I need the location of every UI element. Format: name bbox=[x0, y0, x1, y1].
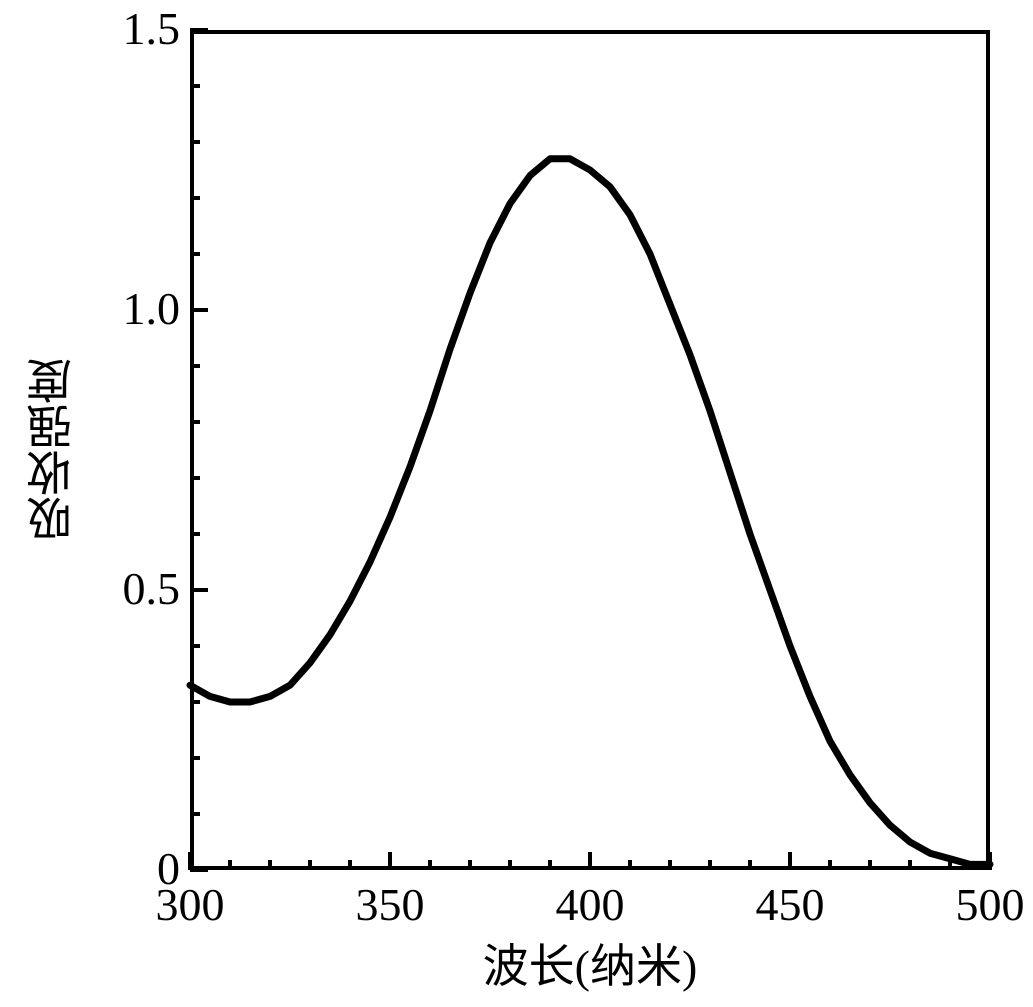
x-tick-label: 500 bbox=[930, 878, 1033, 931]
x-tick-minor bbox=[948, 860, 952, 870]
y-tick-minor bbox=[190, 532, 200, 536]
x-tick-minor bbox=[748, 860, 752, 870]
y-tick-label: 1.0 bbox=[80, 282, 180, 335]
y-tick-major bbox=[190, 588, 208, 592]
x-tick-minor bbox=[628, 860, 632, 870]
y-tick-major bbox=[190, 28, 208, 32]
x-tick-minor bbox=[468, 860, 472, 870]
x-tick-minor bbox=[828, 860, 832, 870]
x-tick-minor bbox=[348, 860, 352, 870]
y-tick-minor bbox=[190, 700, 200, 704]
x-tick-label: 350 bbox=[330, 878, 450, 931]
y-tick-minor bbox=[190, 812, 200, 816]
x-tick-major bbox=[188, 852, 192, 870]
x-tick-major bbox=[388, 852, 392, 870]
x-tick-minor bbox=[268, 860, 272, 870]
absorption-curve bbox=[190, 159, 990, 865]
y-tick-label: 1.5 bbox=[80, 2, 180, 55]
x-tick-major bbox=[588, 852, 592, 870]
y-tick-minor bbox=[190, 140, 200, 144]
y-tick-minor bbox=[190, 84, 200, 88]
x-tick-label: 450 bbox=[730, 878, 850, 931]
x-tick-major bbox=[988, 852, 992, 870]
y-tick-minor bbox=[190, 756, 200, 760]
y-tick-label: 0.5 bbox=[80, 562, 180, 615]
x-tick-minor bbox=[428, 860, 432, 870]
x-tick-minor bbox=[308, 860, 312, 870]
x-tick-minor bbox=[868, 860, 872, 870]
y-tick-minor bbox=[190, 420, 200, 424]
y-tick-minor bbox=[190, 364, 200, 368]
y-tick-major bbox=[190, 868, 208, 872]
absorption-spectrum-chart: 吸收强度 波长(纳米) 00.51.01.5300350400450500 bbox=[0, 0, 1033, 1007]
x-tick-minor bbox=[228, 860, 232, 870]
y-tick-minor bbox=[190, 644, 200, 648]
y-tick-minor bbox=[190, 252, 200, 256]
x-tick-major bbox=[788, 852, 792, 870]
x-tick-label: 300 bbox=[130, 878, 250, 931]
x-tick-minor bbox=[668, 860, 672, 870]
y-tick-major bbox=[190, 308, 208, 312]
x-tick-minor bbox=[508, 860, 512, 870]
y-tick-minor bbox=[190, 196, 200, 200]
y-tick-minor bbox=[190, 476, 200, 480]
x-tick-minor bbox=[708, 860, 712, 870]
x-tick-minor bbox=[548, 860, 552, 870]
x-tick-label: 400 bbox=[530, 878, 650, 931]
x-tick-minor bbox=[908, 860, 912, 870]
